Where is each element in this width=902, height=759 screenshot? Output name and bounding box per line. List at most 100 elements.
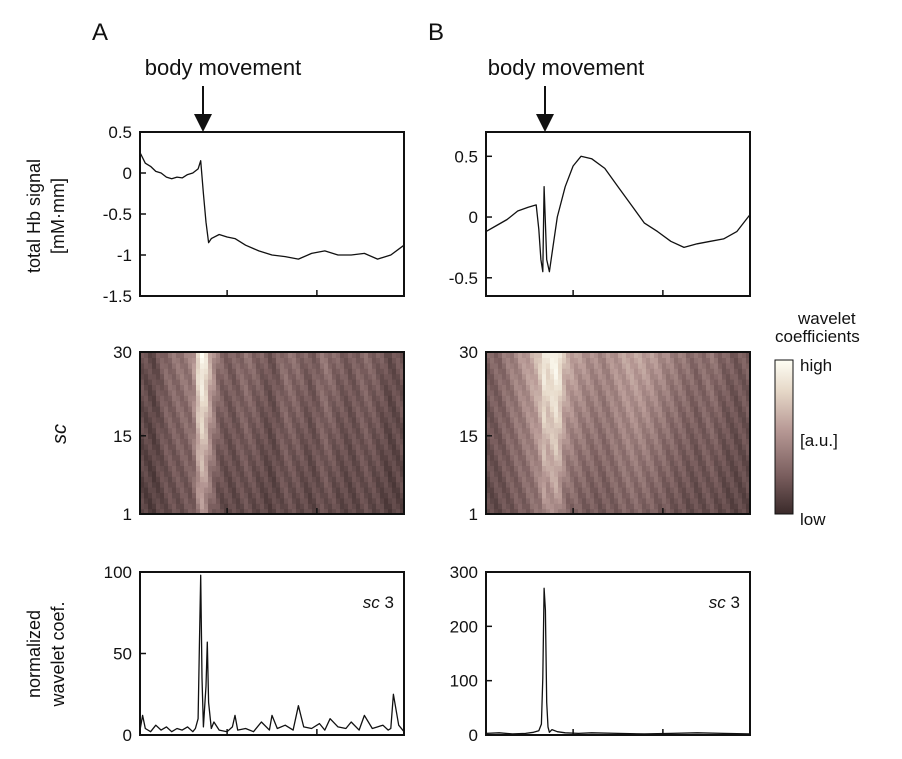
heatmap-cell [156, 384, 161, 391]
heatmap-cell [264, 357, 269, 364]
heatmap-cell [678, 481, 683, 488]
heatmap-cell [264, 476, 269, 483]
heatmap-cell [156, 465, 161, 472]
heatmap-cell [336, 357, 341, 364]
heatmap-cell [368, 487, 373, 493]
heatmap-cell [574, 465, 579, 472]
heatmap-cell [618, 395, 623, 402]
heatmap-cell [574, 470, 579, 477]
heatmap-cell [566, 400, 571, 407]
heatmap-cell [212, 368, 217, 375]
heatmap-cell [192, 400, 197, 407]
heatmap-cell [280, 352, 285, 358]
heatmap-cell [312, 476, 317, 483]
heatmap-cell [380, 438, 385, 445]
heatmap-cell [658, 492, 663, 499]
heatmap-cell [184, 465, 189, 472]
heatmap-cell [710, 481, 715, 488]
heatmap-cell [232, 433, 237, 439]
heatmap-cell [280, 400, 285, 407]
heatmap-cell [356, 416, 361, 423]
heatmap-cell [610, 433, 615, 439]
heatmap-cell [336, 476, 341, 483]
heatmap-cell [216, 416, 221, 423]
heatmap-cell [498, 373, 503, 380]
heatmap-cell [494, 379, 499, 385]
heatmap-cell [328, 422, 333, 429]
heatmap-cell [320, 508, 325, 514]
heatmap-cell [642, 400, 647, 407]
heatmap-cell [312, 481, 317, 488]
heatmap-cell [546, 508, 551, 514]
heatmap-cell [144, 481, 149, 488]
heatmap-cell [586, 476, 591, 483]
heatmap-cell [618, 368, 623, 375]
heatmap-cell [702, 470, 707, 477]
heatmap-cell [562, 373, 567, 380]
heatmap-cell [598, 465, 603, 472]
heatmap-cell [340, 433, 345, 439]
heatmap-cell [646, 497, 651, 504]
heatmap-cell [598, 433, 603, 439]
heatmap-cell [320, 362, 325, 369]
heatmap-cell [598, 497, 603, 504]
heatmap-cell [522, 362, 527, 369]
heatmap-cell [570, 422, 575, 429]
heatmap-cell [204, 422, 209, 429]
heatmap-cell [244, 400, 249, 407]
heatmap-cell [388, 497, 393, 504]
heatmap-cell [730, 406, 735, 412]
heatmap-cell [176, 449, 181, 456]
heatmap-cell [288, 487, 293, 493]
heatmap-cell [200, 465, 205, 472]
heatmap-cell [746, 449, 750, 456]
heatmap-cell [710, 384, 715, 391]
heatmap-cell [518, 400, 523, 407]
heatmap-cell [558, 411, 563, 418]
heatmap-cell [392, 362, 397, 369]
heatmap-cell [336, 508, 341, 514]
heatmap-cell [590, 373, 595, 380]
heatmap-cell [494, 449, 499, 456]
heatmap-cell [260, 487, 265, 493]
heatmap-cell [738, 438, 743, 445]
heatmap-cell [746, 379, 750, 385]
heatmap-cell [658, 379, 663, 385]
heatmap-cell [328, 497, 333, 504]
heatmap-cell [340, 422, 345, 429]
heatmap-cell [546, 416, 551, 423]
heatmap-cell [662, 449, 667, 456]
heatmap-cell [164, 465, 169, 472]
heatmap-cell [236, 395, 241, 402]
heatmap-cell [554, 497, 559, 504]
heatmap-cell [400, 384, 404, 391]
heatmap-cell [364, 389, 369, 396]
heatmap-cell [578, 438, 583, 445]
heatmap-cell [602, 395, 607, 402]
heatmap-cell [348, 384, 353, 391]
heatmap-cell [372, 400, 377, 407]
heatmap-cell [148, 400, 153, 407]
heatmap-cell [566, 443, 571, 450]
heatmap-cell [674, 443, 679, 450]
heatmap-cell [674, 449, 679, 456]
heatmap-cell [618, 357, 623, 364]
heatmap-cell [188, 449, 193, 456]
heatmap-cell [654, 352, 659, 358]
heatmap-cell [332, 379, 337, 385]
heatmap-cell [518, 422, 523, 429]
heatmap-cell [200, 433, 205, 439]
heatmap-cell [714, 373, 719, 380]
heatmap-cell [200, 379, 205, 385]
heatmap-cell [490, 454, 495, 461]
heatmap-cell [172, 492, 177, 499]
heatmap-cell [392, 487, 397, 493]
heatmap-cell [662, 362, 667, 369]
heatmap-cell [148, 389, 153, 396]
heatmap-cell [694, 389, 699, 396]
heatmap-cell [304, 454, 309, 461]
heatmap-cell [276, 368, 281, 375]
heatmap-cell [332, 395, 337, 402]
heatmap-cell [634, 460, 639, 466]
